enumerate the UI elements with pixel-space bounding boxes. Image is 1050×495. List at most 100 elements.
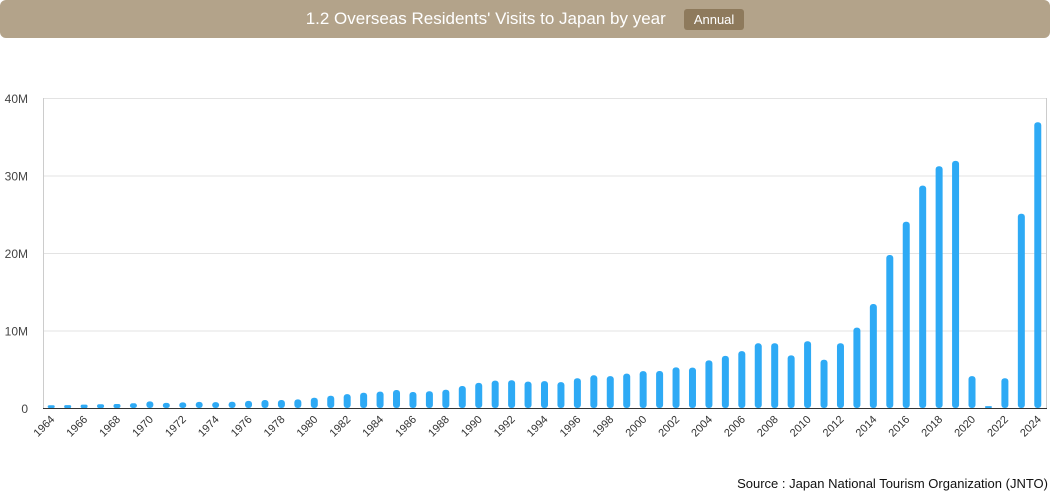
bar-1987[interactable] — [425, 391, 433, 408]
x-tick-label: 1964 — [32, 414, 58, 440]
bar-1980[interactable] — [310, 397, 318, 408]
x-tick-label: 2022 — [985, 414, 1011, 440]
bar-1989[interactable] — [458, 386, 466, 408]
x-tick-label: 2024 — [1018, 414, 1044, 440]
bar-2017[interactable] — [919, 185, 927, 408]
bar-1999[interactable] — [623, 373, 631, 408]
x-tick-label: 1996 — [558, 414, 584, 440]
x-tick-label: 1970 — [130, 414, 156, 440]
bar-1993[interactable] — [524, 381, 532, 408]
bar-1995[interactable] — [557, 382, 565, 408]
bar-1971[interactable] — [162, 402, 170, 408]
bar-1982[interactable] — [343, 394, 351, 408]
bar-2010[interactable] — [804, 341, 812, 408]
x-tick-label: 2020 — [952, 414, 978, 440]
bar-2000[interactable] — [639, 371, 647, 408]
x-tick-label: 1984 — [360, 414, 386, 440]
x-tick-label: 2018 — [919, 414, 945, 440]
x-tick-label: 2012 — [821, 414, 847, 440]
bar-1968[interactable] — [113, 403, 121, 408]
bar-2024[interactable] — [1034, 122, 1042, 409]
bar-2005[interactable] — [721, 355, 729, 408]
x-tick-label: 2002 — [656, 414, 682, 440]
bar-1970[interactable] — [146, 401, 154, 408]
bar-1973[interactable] — [195, 401, 203, 408]
bar-2018[interactable] — [935, 166, 943, 408]
bar-2015[interactable] — [886, 255, 894, 408]
bar-2003[interactable] — [688, 367, 696, 408]
x-tick-label: 2016 — [887, 414, 913, 440]
bar-2001[interactable] — [656, 371, 664, 408]
y-tick-label: 40M — [5, 92, 28, 106]
x-tick-label: 2010 — [788, 414, 814, 440]
y-tick-label: 10M — [5, 325, 28, 339]
x-tick-label: 1966 — [64, 414, 90, 440]
bar-1991[interactable] — [491, 380, 499, 408]
bar-1964[interactable] — [47, 405, 55, 408]
x-tick-label: 1972 — [163, 414, 189, 440]
x-tick-label: 2000 — [623, 414, 649, 440]
bar-1977[interactable] — [261, 400, 269, 408]
x-tick-label: 1974 — [196, 414, 222, 440]
bar-1972[interactable] — [179, 402, 187, 408]
y-axis-labels: 0 10M 20M 30M 40M — [5, 92, 29, 416]
x-tick-label: 1992 — [492, 414, 518, 440]
bar-2014[interactable] — [869, 304, 877, 408]
bar-2002[interactable] — [672, 367, 680, 408]
bar-1974[interactable] — [212, 402, 220, 408]
bar-2012[interactable] — [836, 343, 844, 408]
bar-2023[interactable] — [1017, 213, 1025, 408]
chart-header: 1.2 Overseas Residents' Visits to Japan … — [0, 0, 1050, 38]
bar-2019[interactable] — [952, 160, 960, 408]
bar-2022[interactable] — [1001, 378, 1009, 408]
x-tick-label: 2008 — [755, 414, 781, 440]
bar-2008[interactable] — [771, 343, 779, 408]
x-tick-label: 1978 — [262, 414, 288, 440]
bar-1983[interactable] — [360, 392, 368, 408]
annual-badge[interactable]: Annual — [683, 8, 745, 30]
bar-1992[interactable] — [508, 380, 516, 408]
x-tick-label: 1976 — [229, 414, 255, 440]
bar-2009[interactable] — [787, 355, 795, 408]
bar-1988[interactable] — [442, 389, 450, 408]
grid-lines — [43, 98, 1046, 332]
x-tick-label: 2006 — [722, 414, 748, 440]
bar-1985[interactable] — [393, 389, 401, 408]
x-tick-label: 2004 — [689, 414, 715, 440]
x-tick-label: 1968 — [97, 414, 123, 440]
bar-1994[interactable] — [541, 381, 548, 408]
bars — [47, 122, 1042, 409]
bar-1984[interactable] — [376, 391, 384, 408]
bar-2011[interactable] — [820, 359, 828, 408]
bar-1966[interactable] — [80, 404, 88, 408]
bar-2021[interactable] — [984, 406, 992, 408]
bar-2016[interactable] — [902, 221, 910, 408]
bar-1997[interactable] — [590, 375, 598, 408]
bar-1996[interactable] — [573, 378, 581, 408]
bar-1969[interactable] — [129, 403, 137, 408]
bar-2006[interactable] — [738, 351, 746, 408]
bar-2013[interactable] — [853, 327, 861, 408]
x-axis-labels: 1964 1966 1968 1970 1972 1974 1976 1978 1980 1982… — [32, 414, 1044, 440]
x-tick-label: 2014 — [854, 414, 880, 440]
bar-1981[interactable] — [327, 395, 335, 408]
bar-1986[interactable] — [409, 392, 417, 408]
bar-1975[interactable] — [228, 401, 236, 408]
bar-1965[interactable] — [64, 405, 72, 408]
bar-1967[interactable] — [97, 404, 105, 408]
chart-title: 1.2 Overseas Residents' Visits to Japan … — [305, 9, 666, 28]
x-tick-label: 1990 — [459, 414, 485, 440]
bar-1998[interactable] — [606, 376, 614, 408]
bar-2007[interactable] — [754, 343, 762, 408]
bar-1978[interactable] — [277, 399, 285, 408]
x-tick-label: 1988 — [426, 414, 452, 440]
bar-1990[interactable] — [475, 382, 483, 408]
bar-2020[interactable] — [968, 376, 976, 408]
bar-1979[interactable] — [294, 399, 302, 408]
x-tick-label: 1982 — [328, 414, 354, 440]
source-note: Source : Japan National Tourism Organiza… — [737, 476, 1048, 491]
bar-1976[interactable] — [245, 400, 253, 408]
x-tick-label: 1986 — [393, 414, 419, 440]
bar-2004[interactable] — [705, 360, 713, 408]
